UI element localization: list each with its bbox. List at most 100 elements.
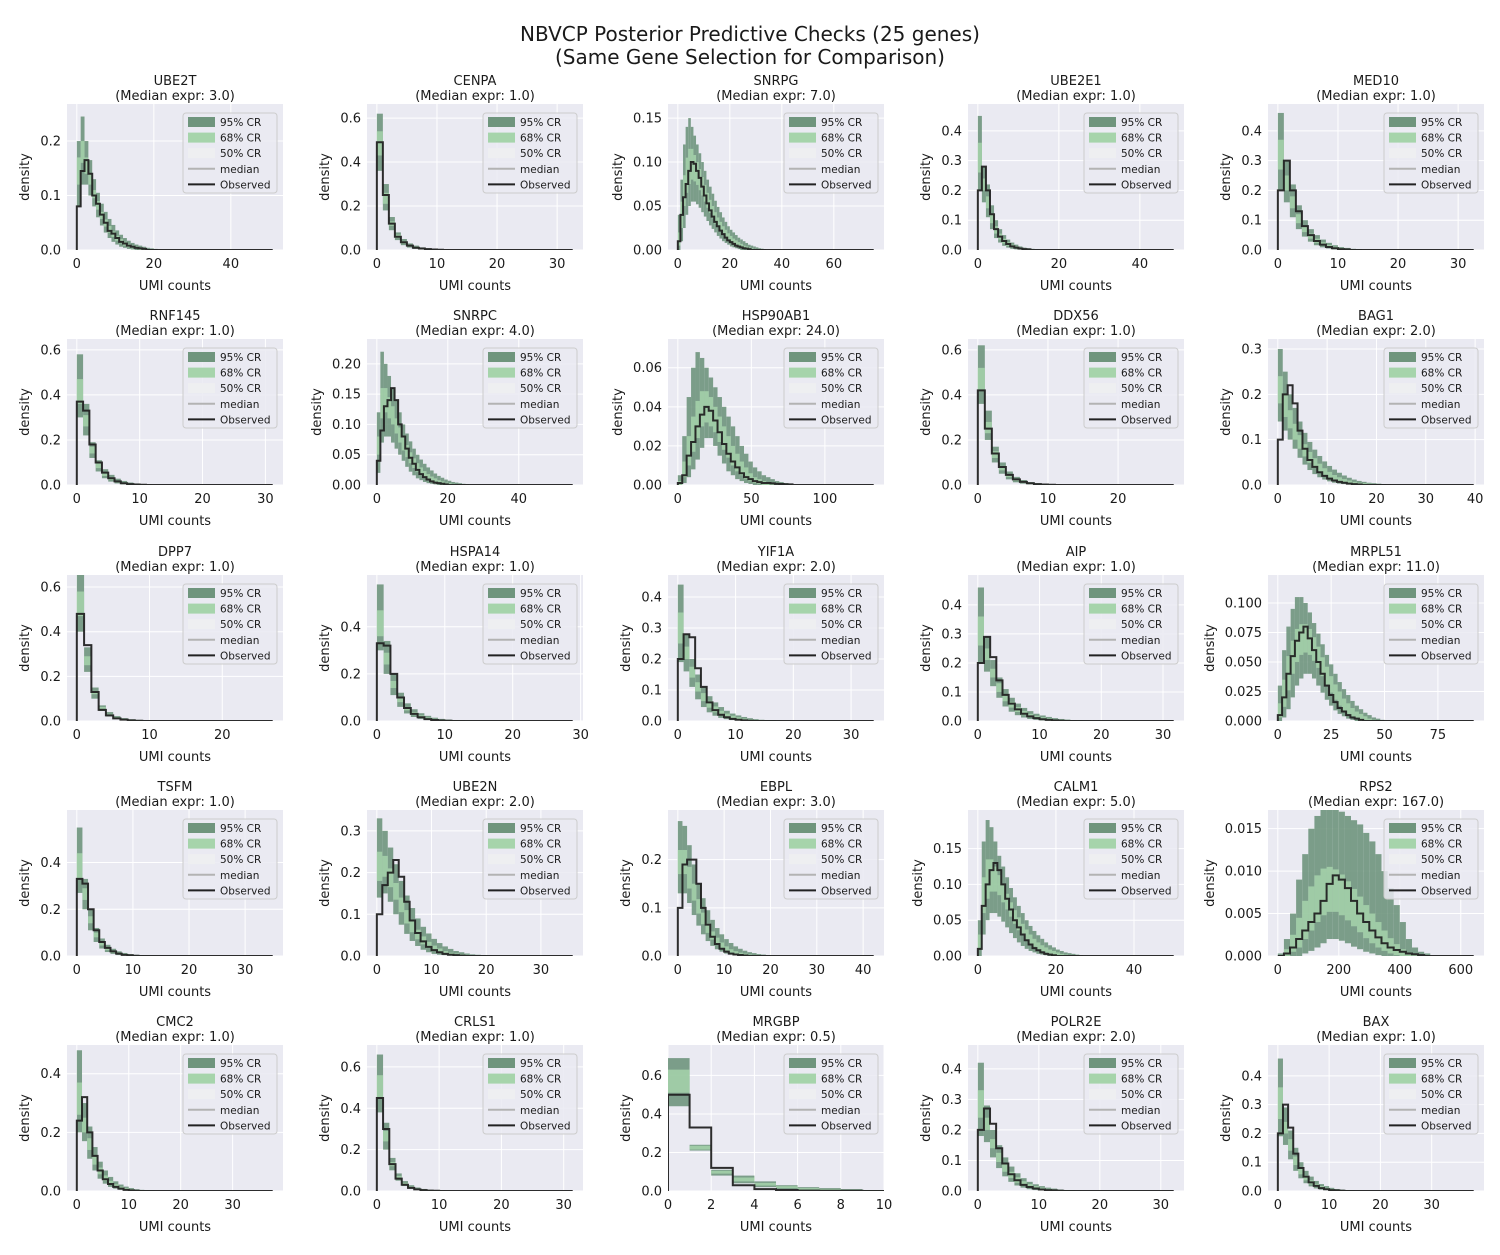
legend-label-cr68: 68% CR <box>220 133 261 145</box>
y-tick-label: 0.0 <box>1241 1185 1262 1200</box>
cr68-band-bin <box>384 653 391 665</box>
y-tick-label: 0.0 <box>941 244 962 259</box>
y-axis-label: density <box>318 153 333 201</box>
x-tick-label: 10 <box>1330 257 1347 272</box>
y-tick-label: 0.4 <box>340 156 361 171</box>
y-tick-label: 0.2 <box>40 1126 61 1141</box>
legend-swatch-cr50 <box>1389 148 1416 158</box>
legend-swatch-cr68 <box>789 839 816 849</box>
x-axis-label: UMI counts <box>139 1220 211 1235</box>
legend-label-observed: Observed <box>520 650 571 662</box>
legend-swatch-cr50 <box>789 854 816 864</box>
x-tick-label: 10 <box>716 963 733 978</box>
x-axis-label: UMI counts <box>1040 279 1112 294</box>
subplot-subtitle: (Median expr: 3.0) <box>716 795 836 810</box>
legend-label-observed: Observed <box>520 885 571 897</box>
x-tick-label: 30 <box>533 963 550 978</box>
x-tick-label: 0 <box>373 1198 381 1213</box>
legend-swatch-cr95 <box>1389 1058 1416 1068</box>
legend-label-cr50: 50% CR <box>520 1089 561 1101</box>
x-tick-label: 0 <box>674 963 682 978</box>
y-tick-label: 0.3 <box>1241 1098 1262 1113</box>
legend-label-median: median <box>1121 164 1160 176</box>
subplot-title: TSFM <box>157 780 193 795</box>
y-tick-label: 0.0 <box>641 1185 662 1200</box>
cr68-band-bin <box>798 1188 820 1189</box>
legend-label-cr68: 68% CR <box>1121 839 1162 851</box>
subplot-title: SNRPC <box>453 309 497 324</box>
subplot-title: UBE2N <box>453 780 498 795</box>
x-tick-label: 30 <box>237 963 254 978</box>
legend-label-cr95: 95% CR <box>220 588 261 600</box>
y-axis-label: density <box>919 1094 934 1142</box>
x-tick-label: 20 <box>762 963 779 978</box>
y-tick-label: 0.2 <box>941 1123 962 1138</box>
subplot-title: SNRPG <box>754 74 799 89</box>
y-tick-label: 0.05 <box>933 914 962 929</box>
x-tick-label: 20 <box>214 728 231 743</box>
legend-label-median: median <box>220 635 259 647</box>
subplot-title: DDX56 <box>1053 309 1098 324</box>
x-axis-label: UMI counts <box>439 750 511 765</box>
y-tick-label: 0.0 <box>340 1185 361 1200</box>
legend-label-cr50: 50% CR <box>520 148 561 160</box>
legend-swatch-cr95 <box>1089 117 1116 127</box>
x-tick-label: 20 <box>172 1198 189 1213</box>
legend-swatch-cr95 <box>188 117 215 127</box>
x-tick-label: 10 <box>125 963 142 978</box>
subplot-title: CMC2 <box>156 1015 194 1030</box>
y-axis-label: density <box>911 859 926 907</box>
x-tick-label: 10 <box>437 728 454 743</box>
legend-label-cr95: 95% CR <box>220 823 261 835</box>
y-tick-label: 0.075 <box>1225 626 1262 641</box>
cr68-band-bin <box>77 379 83 404</box>
subplot-title: BAG1 <box>1358 309 1394 324</box>
y-tick-label: 0.0 <box>40 479 61 494</box>
x-tick-label: 40 <box>1126 963 1143 978</box>
y-tick-label: 0.4 <box>340 1102 361 1117</box>
subplot-subtitle: (Median expr: 7.0) <box>716 89 836 104</box>
subplot-subtitle: (Median expr: 2.0) <box>1316 324 1436 339</box>
x-tick-label: 10 <box>429 257 446 272</box>
y-tick-label: 0.4 <box>40 625 61 640</box>
legend-label-median: median <box>520 870 559 882</box>
x-tick-label: 20 <box>722 257 739 272</box>
legend-label-cr95: 95% CR <box>220 117 261 129</box>
legend-label-cr95: 95% CR <box>1421 352 1462 364</box>
x-tick-label: 30 <box>1155 728 1172 743</box>
x-tick-label: 20 <box>194 492 211 507</box>
legend-label-median: median <box>520 399 559 411</box>
x-axis-label: UMI counts <box>1040 985 1112 1000</box>
subplot-title: BAX <box>1363 1015 1390 1030</box>
y-axis-label: density <box>611 153 626 201</box>
y-tick-label: 0.1 <box>941 1154 962 1169</box>
legend-label-cr68: 68% CR <box>220 604 261 616</box>
legend-label-cr95: 95% CR <box>1421 1058 1462 1070</box>
subplot-title: UBE2E1 <box>1050 74 1101 89</box>
cr68-band-bin <box>84 656 91 665</box>
x-tick-label: 6 <box>793 1198 801 1213</box>
x-tick-label: 10 <box>1031 1198 1048 1213</box>
subplot-title: DPP7 <box>158 545 192 560</box>
y-tick-label: 0.4 <box>1241 1069 1262 1084</box>
y-tick-label: 0.6 <box>40 581 61 596</box>
y-tick-label: 0.2 <box>340 200 361 215</box>
x-tick-label: 30 <box>1418 492 1435 507</box>
legend-label-cr95: 95% CR <box>1421 117 1462 129</box>
legend-label-cr68: 68% CR <box>1121 1074 1162 1086</box>
legend-label-cr50: 50% CR <box>821 854 862 866</box>
legend-swatch-cr95 <box>188 352 215 362</box>
y-tick-label: 0.1 <box>941 685 962 700</box>
cr68-band-bin <box>687 867 692 889</box>
legend-swatch-cr50 <box>1389 383 1416 393</box>
y-tick-label: 0.1 <box>641 901 662 916</box>
y-tick-label: 0.6 <box>340 1060 361 1075</box>
legend-label-cr68: 68% CR <box>520 604 561 616</box>
